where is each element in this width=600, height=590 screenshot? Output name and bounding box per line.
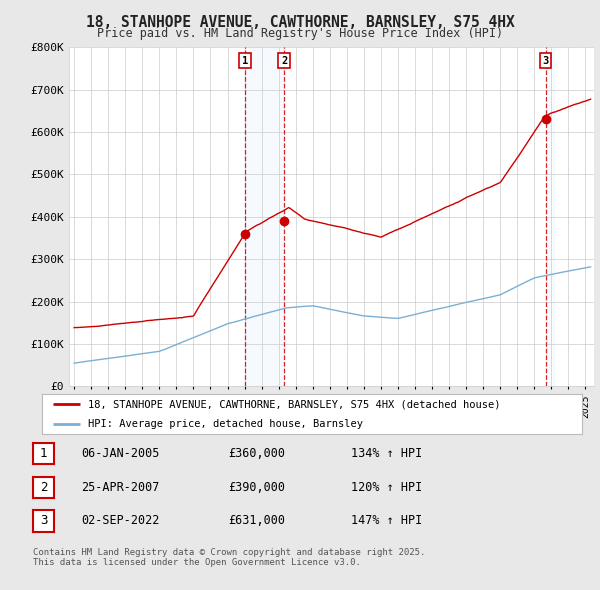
Bar xyxy=(546,47,554,386)
Text: £360,000: £360,000 xyxy=(228,447,285,460)
Text: 18, STANHOPE AVENUE, CAWTHORNE, BARNSLEY, S75 4HX: 18, STANHOPE AVENUE, CAWTHORNE, BARNSLEY… xyxy=(86,15,514,30)
Text: 25-APR-2007: 25-APR-2007 xyxy=(81,481,160,494)
Text: 147% ↑ HPI: 147% ↑ HPI xyxy=(351,514,422,527)
Text: 1: 1 xyxy=(242,55,248,65)
Text: 3: 3 xyxy=(542,55,549,65)
Text: 3: 3 xyxy=(40,514,47,527)
Text: 120% ↑ HPI: 120% ↑ HPI xyxy=(351,481,422,494)
Text: HPI: Average price, detached house, Barnsley: HPI: Average price, detached house, Barn… xyxy=(88,419,363,428)
Text: 02-SEP-2022: 02-SEP-2022 xyxy=(81,514,160,527)
Text: 134% ↑ HPI: 134% ↑ HPI xyxy=(351,447,422,460)
Text: 06-JAN-2005: 06-JAN-2005 xyxy=(81,447,160,460)
Bar xyxy=(245,47,284,386)
Text: 2: 2 xyxy=(40,481,47,494)
Text: 2: 2 xyxy=(281,55,287,65)
Text: 18, STANHOPE AVENUE, CAWTHORNE, BARNSLEY, S75 4HX (detached house): 18, STANHOPE AVENUE, CAWTHORNE, BARNSLEY… xyxy=(88,399,500,409)
Text: Contains HM Land Registry data © Crown copyright and database right 2025.
This d: Contains HM Land Registry data © Crown c… xyxy=(33,548,425,567)
Text: Price paid vs. HM Land Registry's House Price Index (HPI): Price paid vs. HM Land Registry's House … xyxy=(97,27,503,40)
Text: 1: 1 xyxy=(40,447,47,460)
Text: £390,000: £390,000 xyxy=(228,481,285,494)
Text: £631,000: £631,000 xyxy=(228,514,285,527)
